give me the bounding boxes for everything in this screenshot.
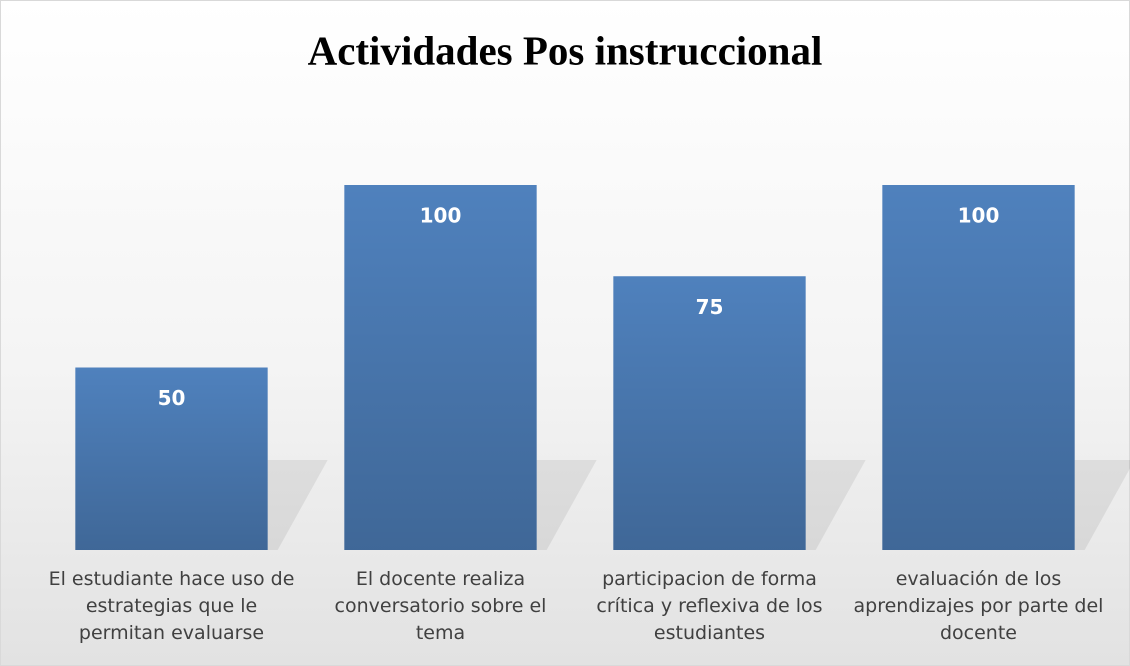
bar-shade: [75, 367, 268, 550]
bar-shadow: [536, 460, 597, 550]
x-tick-label: El docente realiza conversatorio sobre e…: [334, 568, 547, 644]
bar-shade: [344, 185, 537, 550]
bar-shade: [882, 185, 1075, 550]
data-label: 75: [696, 295, 724, 319]
x-tick-label: evaluación de los aprendizajes por parte…: [853, 568, 1104, 644]
bar-shadow: [805, 460, 866, 550]
bar-shade: [613, 276, 806, 550]
x-tick-label: El estudiante hace uso de estrategias qu…: [48, 568, 295, 644]
bar-shadow: [1074, 460, 1130, 550]
x-tick-label: participacion de forma crítica y reflexi…: [596, 568, 823, 644]
data-label: 50: [158, 386, 186, 410]
chart-title: Actividades Pos instruccional: [308, 27, 823, 73]
data-label: 100: [958, 204, 1000, 228]
data-label: 100: [420, 204, 462, 228]
bar-shadow: [267, 460, 328, 550]
